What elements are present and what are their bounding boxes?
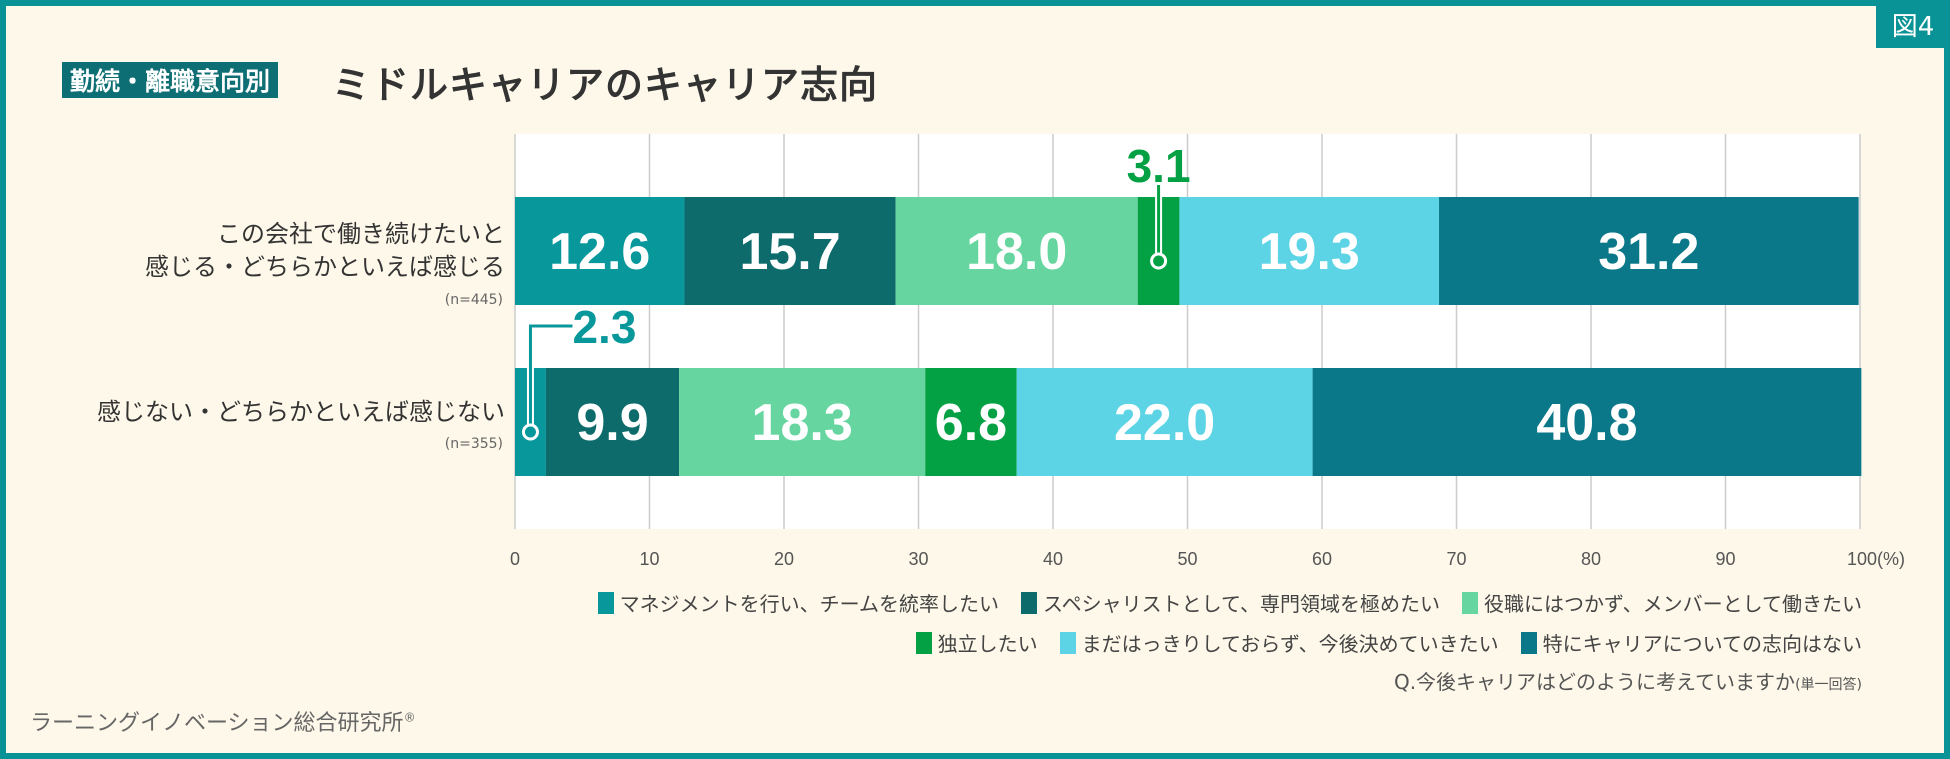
bar-segment [545, 368, 680, 476]
bar-value-label: 18.3 [752, 394, 853, 452]
row-n-2: (n=355) [444, 436, 503, 452]
bar-value-label: 6.8 [935, 394, 1007, 452]
row-label-line: 感じない・どちらかといえば感じない [97, 398, 505, 426]
bar-value-label: 31.2 [1598, 223, 1699, 281]
callout-dot [521, 423, 539, 441]
footer-label: ラーニングイノベーション総合研究所 [30, 711, 404, 736]
x-tick-label: 50 [1177, 549, 1197, 569]
legend-item: 独立したい [915, 628, 1038, 657]
bar-value-label: 9.9 [576, 394, 648, 452]
x-tick-label: 60 [1312, 549, 1332, 569]
x-tick-label: 80 [1581, 549, 1601, 569]
x-tick-label: 90 [1715, 549, 1735, 569]
legend-item: マネジメントを行い、チームを統率したい [597, 588, 999, 617]
bar-segment [1439, 197, 1859, 305]
bar-segment [515, 197, 685, 305]
bar-segment [679, 368, 926, 476]
callout-value: 3.1 [1127, 140, 1191, 192]
callout-2-3: 2.3 [521, 301, 636, 441]
row-label-line: 感じる・どちらかといえば感じる [145, 253, 505, 281]
figure-label: 図4 [1876, 0, 1950, 48]
row-label-2: 感じない・どちらかといえば感じない [97, 396, 505, 429]
legend-item: スペシャリストとして、専門領域を極めたい [1021, 588, 1440, 617]
legend-swatch [1462, 591, 1478, 614]
registered-mark: ® [403, 710, 416, 725]
bar-value-label: 15.7 [739, 223, 840, 281]
row-label-1: この会社で働き続けたいと 感じる・どちらかといえば感じる [145, 218, 505, 284]
legend-label: スペシャリストとして、専門領域を極めたい [1043, 592, 1440, 616]
x-tick-label: 10 [639, 549, 659, 569]
x-tick-label: 0 [510, 549, 520, 569]
legend-item: 特にキャリアについての志向はない [1520, 628, 1862, 657]
x-tick-label: 30 [908, 549, 928, 569]
legend-swatch [915, 631, 932, 654]
legend-label: まだはっきりしておらず、今後決めていきたい [1081, 632, 1499, 656]
bar-value-label: 40.8 [1536, 394, 1637, 452]
question-text: Q.今後キャリアはどのように考えていますか(単一回答) [1394, 666, 1862, 695]
legend-label: 独立したい [937, 632, 1038, 656]
bar-value-label: 18.0 [966, 223, 1067, 281]
bar-segment [1016, 368, 1313, 476]
legend-row-2: 独立したい まだはっきりしておらず、今後決めていきたい 特にキャリアについての志向は… [915, 628, 1862, 657]
question-label: Q.今後キャリアはどのように考えていますか [1393, 670, 1796, 694]
callout-3-1: 3.1 [1127, 140, 1191, 270]
callout-dot [1150, 252, 1168, 270]
chart-title: ミドルキャリアのキャリア志向 [332, 63, 879, 107]
footer-credit: ラーニングイノベーション総合研究所® [30, 705, 416, 737]
callout-leader [528, 324, 573, 425]
x-tick-label: 70 [1446, 549, 1466, 569]
legend-item: まだはっきりしておらず、今後決めていきたい [1059, 628, 1499, 657]
bar-segment [1312, 368, 1862, 476]
legend-swatch [1059, 631, 1076, 654]
bar-segment [895, 197, 1138, 305]
question-note: (単一回答) [1795, 677, 1862, 693]
legend-item: 役職にはつかず、メンバーとして働きたい [1462, 588, 1862, 617]
legend-swatch [597, 591, 614, 614]
x-tick-label: 40 [1043, 549, 1063, 569]
x-tick-label: 100(%) [1847, 549, 1905, 569]
bar-value-label: 22.0 [1114, 394, 1215, 452]
legend-label: マネジメントを行い、チームを統率したい [619, 592, 999, 616]
bar-segment [925, 368, 1017, 476]
title-badge: 勤続・離職意向別 [62, 62, 279, 98]
row-label-line: この会社で働き続けたいと [217, 220, 505, 248]
bar-value-label: 19.3 [1259, 223, 1360, 281]
legend-label: 特にキャリアについての志向はない [1542, 632, 1862, 656]
row-n-1: (n=445) [444, 292, 503, 308]
bar-segment [1179, 197, 1440, 305]
x-tick-label: 20 [774, 549, 794, 569]
callout-value: 2.3 [572, 301, 636, 353]
bar-segment [684, 197, 896, 305]
bar-value-label: 12.6 [549, 223, 650, 281]
legend-swatch [1021, 591, 1037, 614]
legend-swatch [1520, 631, 1537, 654]
legend-label: 役職にはつかず、メンバーとして働きたい [1484, 592, 1862, 616]
legend-row-1: マネジメントを行い、チームを統率したい スペシャリストとして、専門領域を極めたい 役… [597, 588, 1862, 617]
